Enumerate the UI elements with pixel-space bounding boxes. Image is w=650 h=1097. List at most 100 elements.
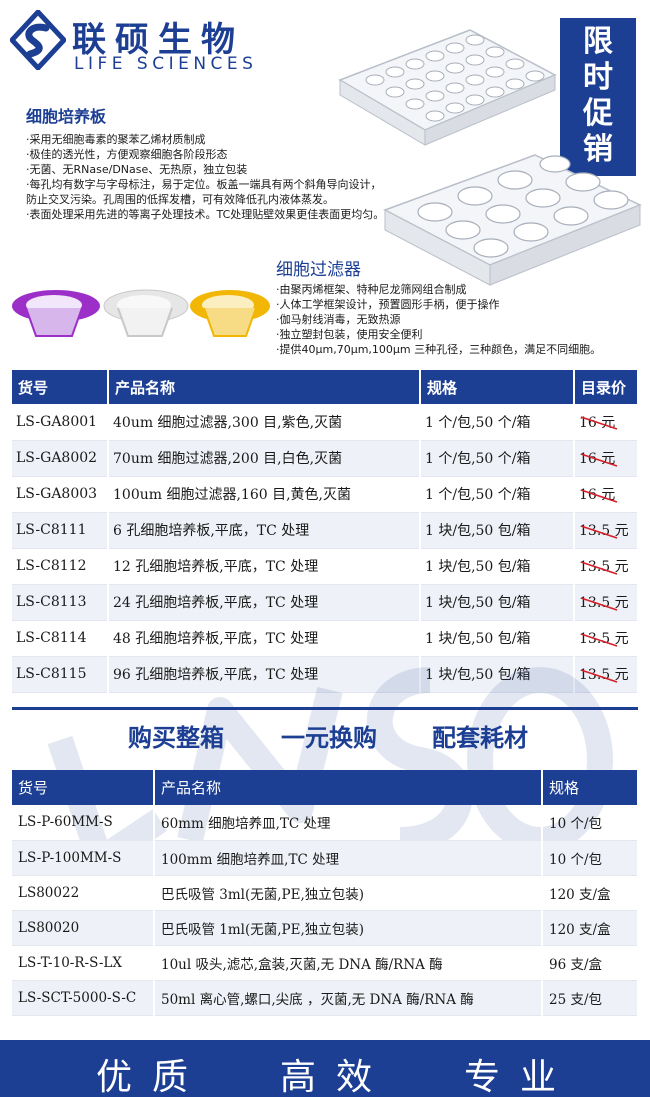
sku-cell: LS-P-100MM-S bbox=[12, 840, 155, 876]
feature-line: ·无菌、无RNase/DNase、无热原，独立包装 bbox=[26, 163, 248, 176]
column-header-sku: 货号 bbox=[12, 770, 155, 805]
price-cell: 16 元 bbox=[574, 440, 639, 477]
sku-cell: LS-SCT-5000-S-C bbox=[12, 980, 155, 1016]
product-name-cell: 巴氏吸管 3ml(无菌,PE,独立包装) bbox=[154, 875, 543, 911]
product-name-cell: 50ml 离心管,螺口,尖底 ，灭菌,无 DNA 酶/RNA 酶 bbox=[154, 980, 543, 1016]
table-row: LS-C8113 24 孔细胞培养板,平底，TC 处理 1 块/包,50 包/箱… bbox=[12, 584, 639, 621]
table-row: LS-C8115 96 孔细胞培养板,平底，TC 处理 1 块/包,50 包/箱… bbox=[12, 656, 639, 693]
strikethrough-mark bbox=[580, 452, 618, 467]
product-name-cell: 96 孔细胞培养板,平底，TC 处理 bbox=[108, 656, 421, 693]
strikethrough-mark bbox=[580, 416, 618, 430]
slogan-matching-consumables: 配套耗材 bbox=[432, 724, 528, 752]
spec-cell: 120 支/盒 bbox=[542, 910, 639, 946]
price-cell: 13.5 元 bbox=[574, 656, 639, 693]
feature-line: ·每孔均有数字与字母标注，易于定位。板盖一端具有两个斜角导向设计， bbox=[26, 178, 382, 191]
sku-cell: LS-P-60MM-S bbox=[12, 805, 155, 841]
sku-cell: LS-GA8001 bbox=[12, 404, 109, 441]
footer-professional: 专业 bbox=[464, 1057, 577, 1097]
sku-cell: LS-C8112 bbox=[12, 548, 109, 585]
strikethrough-mark bbox=[580, 596, 618, 611]
price-cell: 13.5 元 bbox=[574, 512, 639, 549]
feature-line: ·表面处理采用先进的等离子处理技术。TC处理贴壁效果更佳表面更均匀。 bbox=[26, 208, 385, 221]
table-row: LS-SCT-5000-S-C 50ml 离心管,螺口,尖底 ，灭菌,无 DNA… bbox=[12, 980, 639, 1016]
table-row: LS-P-100MM-S 100mm 细胞培养皿,TC 处理 10 个/包 bbox=[12, 840, 639, 876]
cell-strainer-title: 细胞过滤器 bbox=[276, 260, 361, 280]
strikethrough-mark bbox=[580, 560, 618, 575]
price-cell: 16 元 bbox=[574, 404, 639, 441]
spec-cell: 1 个/包,50 个/箱 bbox=[420, 440, 575, 477]
consumables-table: 货号 产品名称 规格 LS-P-60MM-S 60mm 细胞培养皿,TC 处理 … bbox=[12, 770, 639, 1016]
product-name-cell: 24 孔细胞培养板,平底，TC 处理 bbox=[108, 584, 421, 621]
spec-cell: 25 支/包 bbox=[542, 980, 639, 1016]
slogan-one-yuan-exchange: 一元换购 bbox=[281, 724, 377, 752]
table-row: LS80022 巴氏吸管 3ml(无菌,PE,独立包装) 120 支/盒 bbox=[12, 875, 639, 911]
column-header-spec: 规格 bbox=[420, 370, 575, 404]
sku-cell: LS-C8113 bbox=[12, 584, 109, 621]
feature-line: ·人体工学框架设计，预置圆形手柄，便于操作 bbox=[276, 298, 500, 311]
feature-line: ·由聚丙烯框架、特种尼龙筛网组合制成 bbox=[276, 283, 467, 296]
table-row: LS-P-60MM-S 60mm 细胞培养皿,TC 处理 10 个/包 bbox=[12, 805, 639, 841]
slogan-buy-full-box: 购买整箱 bbox=[128, 724, 224, 752]
table-row: LS-GA8002 70um 细胞过滤器,200 目,白色,灭菌 1 个/包,5… bbox=[12, 440, 639, 477]
strikethrough-mark bbox=[580, 632, 618, 647]
sku-cell: LS80022 bbox=[12, 875, 155, 911]
company-logo-icon bbox=[10, 10, 66, 70]
table-header-row: 货号 产品名称 规格 目录价 bbox=[12, 370, 639, 404]
footer-efficiency: 高效 bbox=[280, 1057, 393, 1097]
sku-cell: LS-GA8003 bbox=[12, 476, 109, 513]
price-value: 13.5 元 bbox=[579, 559, 629, 575]
column-header-spec: 规格 bbox=[542, 770, 639, 805]
table-row: LS-C8112 12 孔细胞培养板,平底，TC 处理 1 块/包,50 包/箱… bbox=[12, 548, 639, 585]
spec-cell: 96 支/盒 bbox=[542, 945, 639, 981]
price-value: 13.5 元 bbox=[579, 667, 629, 683]
spec-cell: 1 块/包,50 包/箱 bbox=[420, 512, 575, 549]
12-well-plate-image bbox=[383, 154, 642, 286]
spec-cell: 1 块/包,50 包/箱 bbox=[420, 656, 575, 693]
brand-name-en: LIFE SCIENCES bbox=[74, 54, 258, 74]
sku-cell: LS-C8114 bbox=[12, 620, 109, 657]
footer-banner: 优质 高效 专业 bbox=[0, 1040, 650, 1097]
product-name-cell: 巴氏吸管 1ml(无菌,PE,独立包装) bbox=[154, 910, 543, 946]
cell-strainer-images bbox=[12, 289, 270, 337]
spec-cell: 1 个/包,50 个/箱 bbox=[420, 404, 575, 441]
section-divider bbox=[12, 707, 638, 710]
column-header-product-name: 产品名称 bbox=[154, 770, 543, 805]
white-strainer-icon bbox=[103, 289, 189, 337]
sku-cell: LS-C8115 bbox=[12, 656, 109, 693]
column-header-price: 目录价 bbox=[574, 370, 639, 404]
feature-line: ·独立塑封包装，使用安全便利 bbox=[276, 328, 423, 341]
table-row: LS-T-10-R-S-LX 10ul 吸头,滤芯,盒装,灭菌,无 DNA 酶/… bbox=[12, 945, 639, 981]
feature-line: ·伽马射线消毒，无致热源 bbox=[276, 313, 401, 326]
feature-line: ·极佳的透光性，方便观察细胞各阶段形态 bbox=[26, 148, 228, 161]
price-cell: 16 元 bbox=[574, 476, 639, 513]
feature-line: ·提供40μm,70μm,100μm 三种孔径，三种颜色，满足不同细胞。 bbox=[276, 343, 602, 356]
cell-strainer-features: ·由聚丙烯框架、特种尼龙筛网组合制成 ·人体工学框架设计，预置圆形手柄，便于操作… bbox=[276, 282, 601, 357]
table-header-row: 货号 产品名称 规格 bbox=[12, 770, 639, 805]
spec-cell: 1 块/包,50 包/箱 bbox=[420, 548, 575, 585]
24-well-plate-image bbox=[338, 29, 557, 146]
table-row: LS80020 巴氏吸管 1ml(无菌,PE,独立包装) 120 支/盒 bbox=[12, 910, 639, 946]
product-name-cell: 48 孔细胞培养板,平底，TC 处理 bbox=[108, 620, 421, 657]
promo-char: 销 bbox=[583, 132, 613, 167]
table-row: LS-GA8001 40um 细胞过滤器,300 目,紫色,灭菌 1 个/包,5… bbox=[12, 404, 639, 441]
column-header-sku: 货号 bbox=[12, 370, 109, 404]
promo-char: 限 bbox=[583, 24, 613, 59]
price-cell: 13.5 元 bbox=[574, 620, 639, 657]
product-name-cell: 100mm 细胞培养皿,TC 处理 bbox=[154, 840, 543, 876]
price-value: 13.5 元 bbox=[579, 595, 629, 611]
spec-cell: 120 支/盒 bbox=[542, 875, 639, 911]
cell-culture-plate-features: ·采用无细胞毒素的聚苯乙烯材质制成 ·极佳的透光性，方便观察细胞各阶段形态 ·无… bbox=[26, 132, 384, 222]
strikethrough-mark bbox=[580, 488, 618, 503]
strikethrough-mark bbox=[580, 524, 618, 539]
product-name-cell: 10ul 吸头,滤芯,盒装,灭菌,无 DNA 酶/RNA 酶 bbox=[154, 945, 543, 981]
sku-cell: LS80020 bbox=[12, 910, 155, 946]
price-value: 13.5 元 bbox=[579, 631, 629, 647]
product-name-cell: 70um 细胞过滤器,200 目,白色,灭菌 bbox=[108, 440, 421, 477]
cell-culture-plate-title: 细胞培养板 bbox=[26, 107, 107, 126]
spec-cell: 1 个/包,50 个/箱 bbox=[420, 476, 575, 513]
promo-char: 时 bbox=[583, 60, 613, 95]
price-value: 13.5 元 bbox=[579, 523, 629, 539]
table-row: LS-GA8003 100um 细胞过滤器,160 目,黄色,灭菌 1 个/包,… bbox=[12, 476, 639, 513]
feature-line: ·采用无细胞毒素的聚苯乙烯材质制成 bbox=[26, 133, 206, 146]
promo-char: 促 bbox=[583, 96, 613, 131]
